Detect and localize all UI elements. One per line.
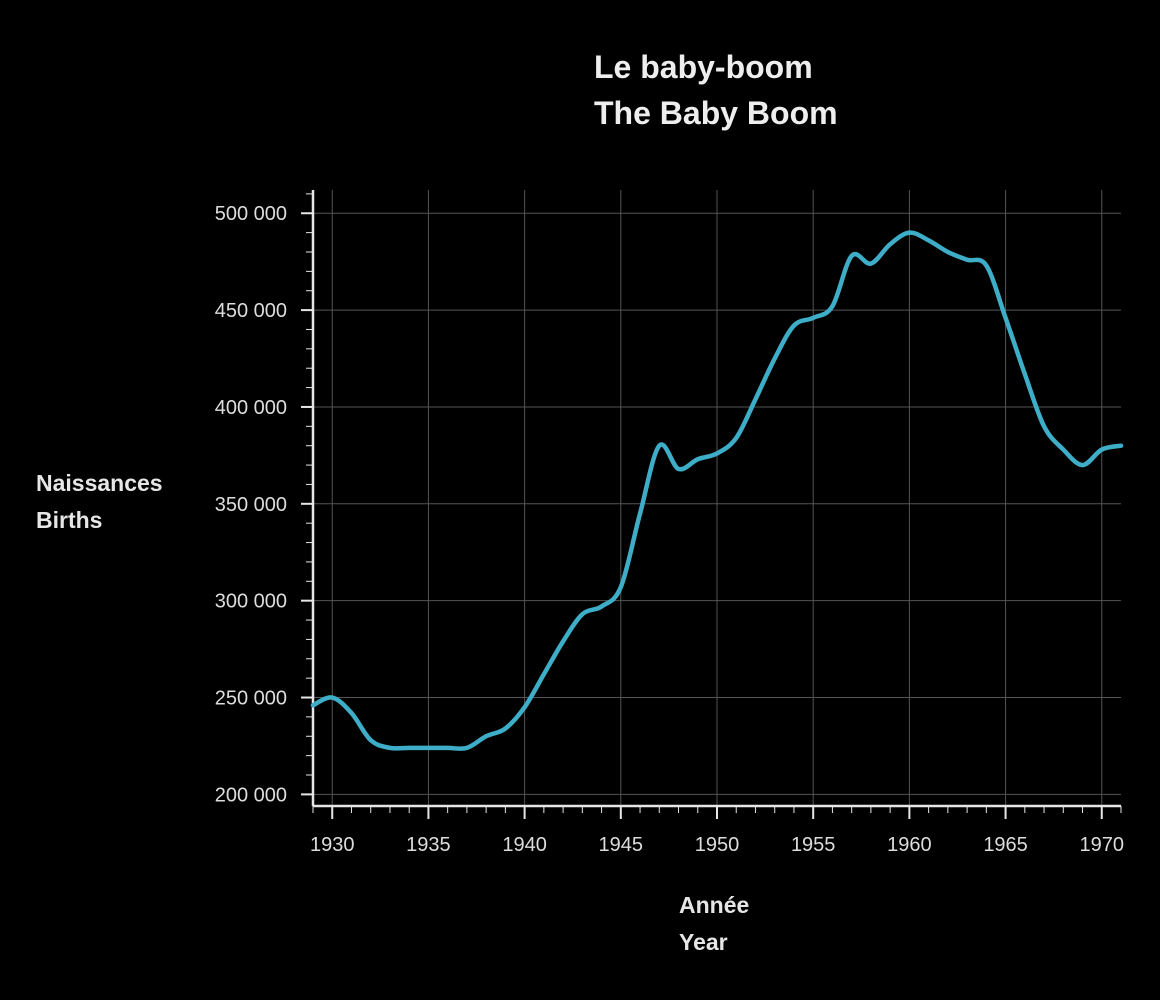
x-tick-label: 1970 bbox=[1080, 834, 1125, 856]
data-point-1965 bbox=[1003, 315, 1009, 321]
axes bbox=[301, 190, 1122, 819]
data-point-1948 bbox=[676, 466, 682, 472]
data-point-1942 bbox=[560, 638, 566, 644]
x-tick-label: 1940 bbox=[502, 834, 547, 856]
data-point-1938 bbox=[483, 733, 489, 739]
data-point-1950 bbox=[714, 450, 720, 456]
data-point-1954 bbox=[791, 323, 797, 329]
data-point-1930 bbox=[329, 695, 335, 701]
data-point-1959 bbox=[887, 241, 893, 247]
data-point-1939 bbox=[502, 726, 508, 732]
x-tick-label: 1960 bbox=[887, 834, 932, 856]
data-point-1944 bbox=[599, 603, 605, 609]
y-axis-label-en: Births bbox=[36, 507, 103, 533]
data-point-1961 bbox=[926, 237, 932, 243]
data-point-1966 bbox=[1022, 371, 1028, 377]
series-layer bbox=[310, 230, 1124, 751]
births-series-line bbox=[310, 230, 1124, 751]
data-point-1958 bbox=[868, 261, 874, 267]
data-point-1952 bbox=[752, 396, 758, 402]
x-tick-label: 1950 bbox=[695, 834, 740, 856]
y-tick-label: 350 000 bbox=[215, 494, 287, 516]
y-axis-label: Naissances Births bbox=[36, 465, 163, 539]
data-point-1934 bbox=[406, 745, 412, 751]
x-axis-label-fr: Année bbox=[679, 892, 750, 918]
data-point-1955 bbox=[810, 315, 816, 321]
data-point-1969 bbox=[1080, 462, 1086, 468]
chart-title: Le baby-boom bbox=[594, 49, 813, 85]
data-point-1951 bbox=[733, 435, 739, 441]
x-tick-label: 1955 bbox=[791, 834, 836, 856]
x-axis-label-en: Year bbox=[679, 929, 728, 955]
chart-subtitle: The Baby Boom bbox=[594, 95, 838, 131]
data-point-1953 bbox=[772, 356, 778, 362]
x-tick-label: 1930 bbox=[310, 834, 355, 856]
data-point-1937 bbox=[464, 745, 470, 751]
data-point-1946 bbox=[637, 511, 643, 517]
y-axis-label-fr: Naissances bbox=[36, 470, 163, 496]
data-point-1945 bbox=[618, 584, 624, 590]
data-point-1967 bbox=[1041, 423, 1047, 429]
data-point-1941 bbox=[541, 671, 547, 677]
data-point-1933 bbox=[387, 745, 393, 751]
y-tick-label: 400 000 bbox=[215, 397, 287, 419]
y-tick-label: 250 000 bbox=[215, 688, 287, 710]
data-point-1964 bbox=[983, 263, 989, 269]
tick-labels: 1930 1935 1940 1945 1950 1955 1960 1965 1970 200 … bbox=[215, 203, 1124, 856]
data-point-1962 bbox=[945, 249, 951, 255]
data-point-1931 bbox=[348, 710, 354, 716]
x-tick-label: 1935 bbox=[406, 834, 451, 856]
data-point-1949 bbox=[695, 456, 701, 462]
data-point-1947 bbox=[656, 443, 662, 449]
data-point-1929 bbox=[310, 702, 316, 708]
y-tick-label: 300 000 bbox=[215, 591, 287, 613]
x-tick-label: 1965 bbox=[983, 834, 1028, 856]
y-tick-label: 450 000 bbox=[215, 300, 287, 322]
data-point-1936 bbox=[445, 745, 451, 751]
y-tick-label: 200 000 bbox=[215, 784, 287, 806]
data-point-1943 bbox=[579, 611, 585, 617]
data-point-1960 bbox=[906, 230, 912, 236]
y-tick-label: 500 000 bbox=[215, 203, 287, 225]
data-point-1956 bbox=[829, 303, 835, 309]
x-axis-label: Année Year bbox=[679, 887, 749, 961]
x-tick-label: 1945 bbox=[599, 834, 644, 856]
data-point-1940 bbox=[522, 704, 528, 710]
data-point-1971 bbox=[1118, 443, 1124, 449]
data-point-1968 bbox=[1060, 447, 1066, 453]
data-point-1957 bbox=[849, 253, 855, 259]
grid bbox=[313, 190, 1121, 806]
data-point-1935 bbox=[425, 745, 431, 751]
data-point-1970 bbox=[1099, 447, 1105, 453]
chart-title-block: Le baby-boom The Baby Boom bbox=[594, 44, 838, 136]
data-point-1963 bbox=[964, 257, 970, 263]
data-point-1932 bbox=[368, 737, 374, 743]
